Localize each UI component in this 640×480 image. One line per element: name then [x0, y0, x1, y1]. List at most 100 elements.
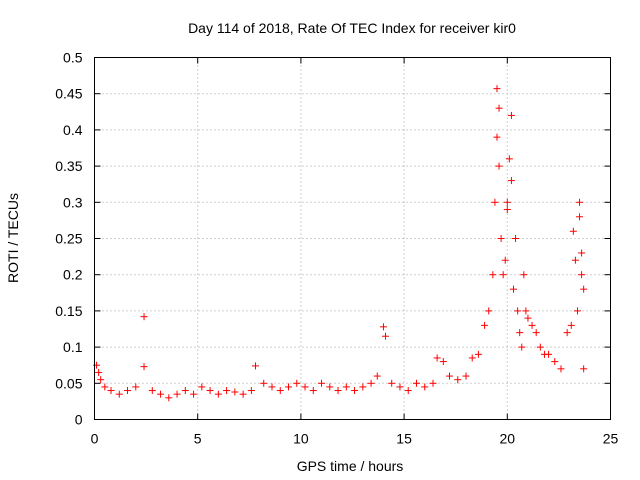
- data-point: [165, 394, 173, 402]
- data-point: [522, 307, 530, 315]
- data-point: [268, 383, 276, 391]
- data-point: [301, 383, 309, 391]
- data-point: [569, 227, 577, 235]
- data-point: [505, 155, 513, 163]
- data-point: [334, 387, 342, 395]
- data-point: [580, 365, 588, 373]
- y-tick-label: 0.35: [55, 158, 82, 174]
- data-point: [580, 285, 588, 293]
- y-tick-label: 0.2: [63, 267, 83, 283]
- data-point: [318, 379, 326, 387]
- data-point: [276, 387, 284, 395]
- data-point: [412, 379, 420, 387]
- data-point: [446, 372, 454, 380]
- data-point: [214, 390, 222, 398]
- y-tick-label: 0.05: [55, 375, 82, 391]
- data-point: [462, 372, 470, 380]
- data-point: [567, 321, 575, 329]
- data-point: [107, 387, 115, 395]
- data-point: [379, 323, 387, 331]
- data-point: [563, 329, 571, 337]
- data-point: [251, 362, 259, 370]
- data-point: [516, 329, 524, 337]
- data-point: [454, 376, 462, 384]
- data-point: [493, 133, 501, 141]
- data-point: [342, 383, 350, 391]
- data-point: [157, 390, 165, 398]
- data-point: [474, 350, 482, 358]
- data-point: [359, 383, 367, 391]
- data-point: [190, 390, 198, 398]
- data-point: [520, 271, 528, 279]
- data-point: [503, 198, 511, 206]
- x-tick-label: 20: [500, 431, 516, 447]
- x-tick-label: 5: [194, 431, 202, 447]
- data-point: [351, 387, 359, 395]
- data-point: [239, 390, 247, 398]
- data-point: [115, 390, 123, 398]
- data-point: [124, 387, 132, 395]
- data-point: [512, 235, 520, 242]
- data-point: [388, 379, 396, 387]
- data-point: [293, 379, 301, 387]
- y-tick-label: 0.25: [55, 231, 82, 247]
- data-point: [491, 198, 499, 206]
- data-points: [93, 85, 588, 402]
- data-point: [578, 271, 586, 279]
- y-tick-label: 0.5: [63, 50, 83, 66]
- data-point: [285, 383, 293, 391]
- data-point: [95, 368, 103, 376]
- data-point: [528, 321, 536, 329]
- data-point: [433, 354, 441, 362]
- data-point: [551, 358, 559, 366]
- data-point: [247, 387, 255, 395]
- data-point: [101, 383, 109, 391]
- data-point: [495, 162, 503, 170]
- data-point: [198, 383, 206, 391]
- data-point: [576, 198, 584, 206]
- data-point: [573, 307, 581, 315]
- data-point: [326, 383, 334, 391]
- x-tick-label: 0: [91, 431, 99, 447]
- data-point: [223, 387, 231, 395]
- y-tick-label: 0.45: [55, 86, 82, 102]
- data-point: [367, 379, 375, 387]
- data-point: [536, 343, 544, 351]
- tick-labels: 0 0.05 0.1 0.15 0.2 0.25 0.3 0.35 0.4 0.45 0.5 0 5 10…: [55, 50, 618, 447]
- data-point: [382, 332, 390, 340]
- x-tick-label: 10: [293, 431, 309, 447]
- data-point: [507, 111, 515, 119]
- y-tick-label: 0.3: [63, 194, 83, 210]
- data-point: [524, 314, 532, 322]
- x-tick-label: 25: [603, 431, 619, 447]
- data-point: [148, 387, 156, 395]
- data-point: [231, 388, 239, 396]
- data-point: [206, 387, 214, 395]
- data-point: [481, 321, 489, 329]
- data-point: [181, 387, 189, 395]
- y-tick-label: 0.1: [63, 339, 83, 355]
- y-axis-label: ROTI / TECUs: [5, 193, 21, 283]
- data-point: [514, 307, 522, 315]
- data-point: [557, 365, 565, 373]
- data-point: [373, 372, 381, 380]
- data-point: [173, 390, 181, 398]
- y-tick-label: 0.4: [63, 122, 83, 138]
- data-point: [576, 213, 584, 221]
- data-point: [578, 249, 586, 257]
- data-point: [518, 343, 526, 351]
- data-point: [545, 350, 553, 358]
- y-tick-label: 0: [75, 412, 83, 428]
- data-point: [493, 85, 501, 93]
- plot-frame: [94, 57, 611, 420]
- data-point: [132, 383, 140, 391]
- data-point: [468, 354, 476, 362]
- data-point: [429, 379, 437, 387]
- data-point: [140, 313, 148, 321]
- data-point: [404, 387, 412, 395]
- data-point: [532, 329, 540, 337]
- x-axis-label: GPS time / hours: [297, 458, 404, 474]
- data-point: [571, 256, 579, 264]
- data-point: [396, 383, 404, 391]
